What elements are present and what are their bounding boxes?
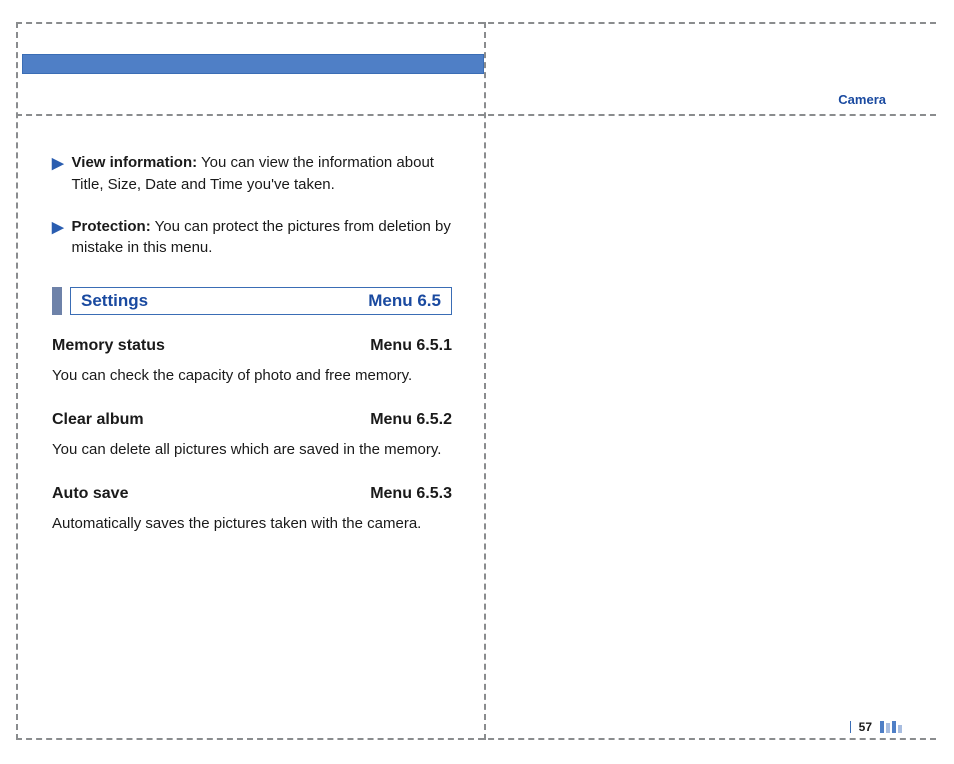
subsection-menu: Menu 6.5.1 [370, 337, 452, 355]
crop-header-rule [16, 114, 936, 116]
section-title: Settings [81, 291, 148, 311]
subsection-menu: Menu 6.5.2 [370, 411, 452, 429]
triangle-right-icon: ▶ [52, 217, 64, 260]
page-number: 57 [859, 720, 872, 734]
page-footer: 57 [850, 720, 902, 734]
list-item: ▶ View information: You can view the inf… [52, 152, 452, 196]
triangle-right-icon: ▶ [52, 153, 64, 196]
section-header-stub [52, 287, 62, 315]
subsection-title: Auto save [52, 485, 128, 503]
footer-bars-icon [880, 721, 902, 733]
header-blue-bar-fill [23, 55, 483, 73]
content-column: ▶ View information: You can view the inf… [52, 152, 452, 558]
subsection-header: Clear album Menu 6.5.2 [52, 411, 452, 429]
section-header-box: Settings Menu 6.5 [70, 287, 452, 315]
subsection-header: Auto save Menu 6.5.3 [52, 485, 452, 503]
footer-separator [850, 721, 851, 733]
list-item: ▶ Protection: You can protect the pictur… [52, 216, 452, 260]
list-item-text: Protection: You can protect the pictures… [72, 216, 452, 260]
subsection-title: Clear album [52, 411, 144, 429]
subsection-title: Memory status [52, 337, 165, 355]
subsection-header: Memory status Menu 6.5.1 [52, 337, 452, 355]
section-header: Settings Menu 6.5 [52, 287, 452, 315]
list-item-title: View information: [72, 154, 198, 171]
crop-spine [484, 22, 486, 740]
list-item-title: Protection: [72, 218, 151, 235]
header-blue-bar [22, 54, 484, 74]
section-menu: Menu 6.5 [368, 291, 441, 311]
section-label: Camera [838, 92, 886, 107]
subsection-desc: You can delete all pictures which are sa… [52, 439, 452, 461]
subsection-desc: You can check the capacity of photo and … [52, 365, 452, 387]
list-item-text: View information: You can view the infor… [72, 152, 452, 196]
subsection-desc: Automatically saves the pictures taken w… [52, 513, 452, 535]
page-crop-region: Camera ▶ View information: You can view … [16, 22, 936, 740]
subsection-menu: Menu 6.5.3 [370, 485, 452, 503]
